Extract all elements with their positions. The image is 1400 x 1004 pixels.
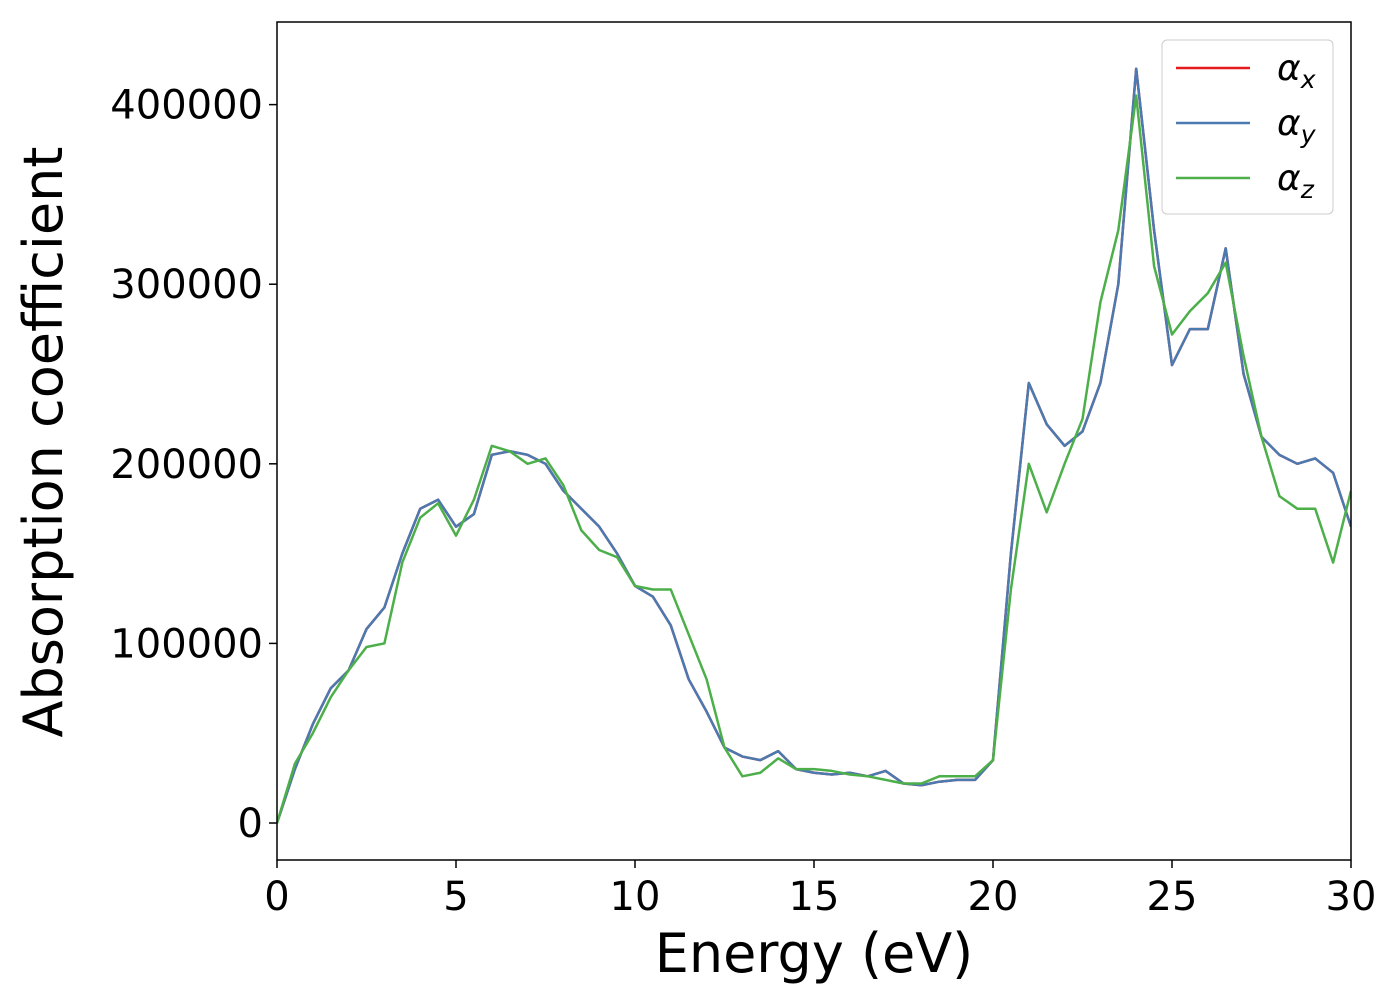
x-tick-label: 0 (264, 874, 289, 920)
legend-label: αy (1277, 103, 1317, 149)
x-tick-label: 20 (968, 874, 1019, 920)
series-line (277, 67, 1351, 824)
plot-frame (276, 21, 1352, 861)
y-axis-label: Absorption coefficient (12, 147, 75, 738)
legend-label: αx (1277, 48, 1316, 94)
x-axis-label: Energy (eV) (655, 922, 974, 985)
y-tick-label: 300000 (110, 262, 263, 308)
x-tick-label: 25 (1147, 874, 1198, 920)
y-tick-label: 200000 (110, 442, 263, 488)
x-tick-label: 30 (1326, 874, 1377, 920)
x-tick-label: 15 (789, 874, 840, 920)
x-tick-label: 5 (443, 874, 468, 920)
y-tick-label: 0 (238, 801, 263, 847)
legend-label: αz (1277, 158, 1315, 204)
y-tick-label: 400000 (110, 83, 263, 129)
y-tick-label: 100000 (110, 621, 263, 667)
legend-box (1161, 39, 1334, 215)
series-line (277, 94, 1351, 824)
x-tick-label: 10 (610, 874, 661, 920)
